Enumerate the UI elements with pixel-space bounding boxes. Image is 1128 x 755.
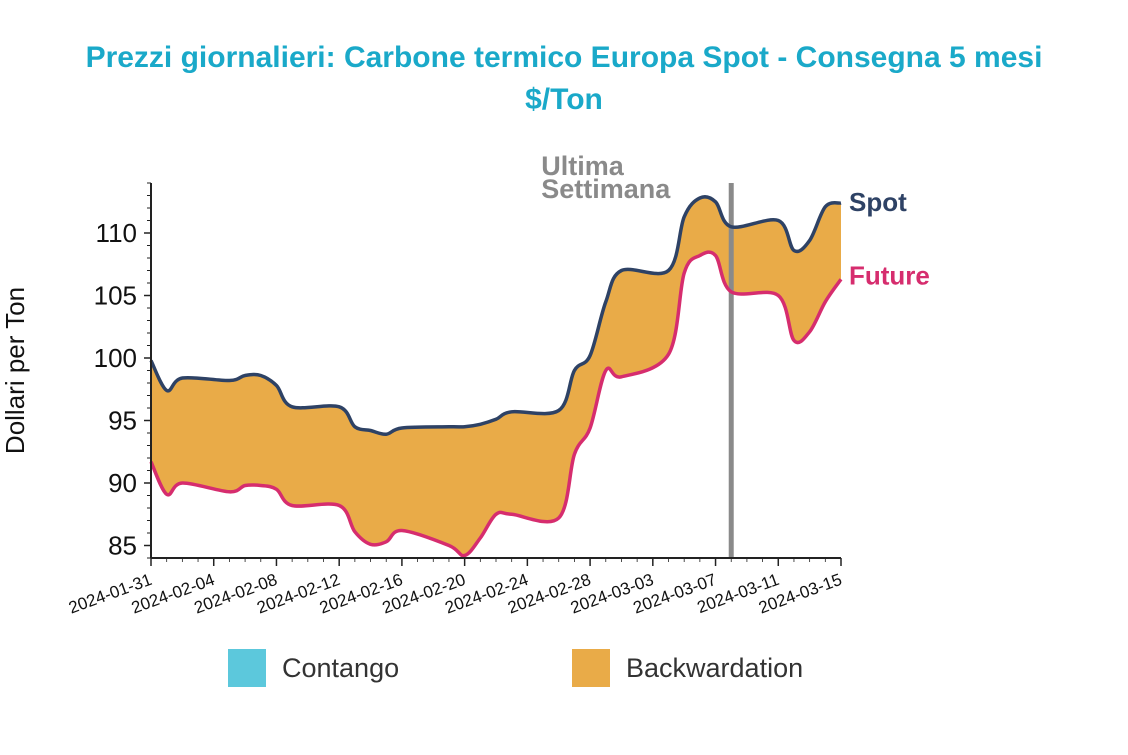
last-week-marker-label: Settimana — [541, 174, 671, 204]
series-label-spot: Spot — [849, 187, 907, 217]
legend-swatch-backwardation — [572, 649, 610, 687]
spot-line — [149, 195, 842, 436]
chart-title: Prezzi giornalieri: Carbone termico Euro… — [85, 41, 1043, 74]
legend-item-contango: Contango — [228, 648, 399, 688]
last-week-marker-label: Ultima — [541, 151, 625, 181]
legend-swatch-contango — [228, 649, 266, 687]
legend-label-contango: Contango — [282, 652, 400, 683]
y-tick-label: 100 — [94, 343, 137, 373]
backwardation-area — [151, 196, 841, 556]
future-line — [149, 250, 843, 558]
series-label-future: Future — [849, 260, 930, 290]
legend-item-backwardation: Backwardation — [572, 648, 803, 688]
legend-label-backwardation: Backwardation — [626, 652, 804, 683]
chart-subtitle: $/Ton — [525, 83, 603, 116]
y-tick-label: 95 — [108, 406, 137, 436]
y-tick-label: 110 — [96, 218, 137, 248]
y-tick-label: 90 — [108, 468, 137, 498]
y-tick-label: 105 — [94, 281, 137, 311]
y-axis-label: Dollari per Ton — [0, 287, 30, 454]
y-tick-label: 85 — [108, 531, 137, 561]
